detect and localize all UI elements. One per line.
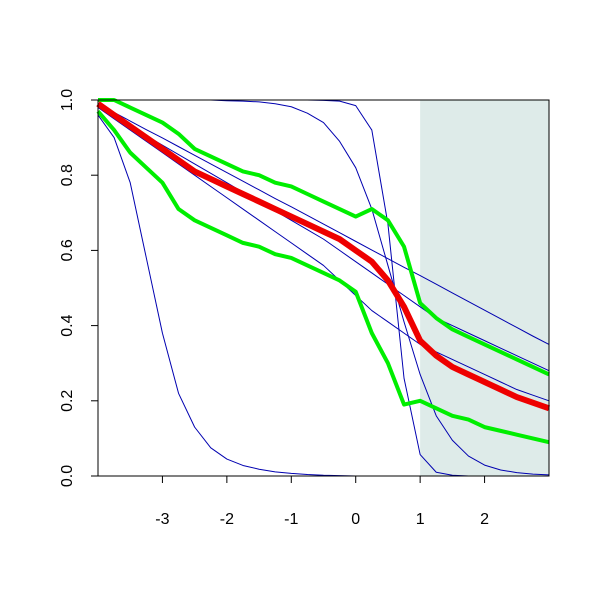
y-tick-label: 0.6	[59, 239, 76, 261]
shaded-region	[420, 100, 549, 476]
series-line	[97, 103, 550, 345]
y-tick-label: 0.0	[59, 465, 76, 487]
series-line	[96, 101, 550, 412]
x-tick-label: 0	[351, 511, 360, 528]
y-tick-label: 0.2	[59, 390, 76, 412]
series-line	[97, 107, 550, 372]
plot-frame	[97, 99, 550, 477]
y-tick-label: 1.0	[59, 89, 76, 111]
series-line	[97, 107, 550, 402]
series-line	[98, 98, 550, 377]
x-tick-label: -2	[220, 511, 234, 528]
x-tick-label: 1	[416, 511, 425, 528]
x-tick-label: -1	[284, 511, 298, 528]
x-tick-label: 2	[480, 511, 489, 528]
y-tick-label: 0.4	[59, 314, 76, 336]
x-tick-label: -3	[155, 511, 169, 528]
series-line	[96, 109, 550, 445]
y-tick-label: 0.8	[59, 164, 76, 186]
